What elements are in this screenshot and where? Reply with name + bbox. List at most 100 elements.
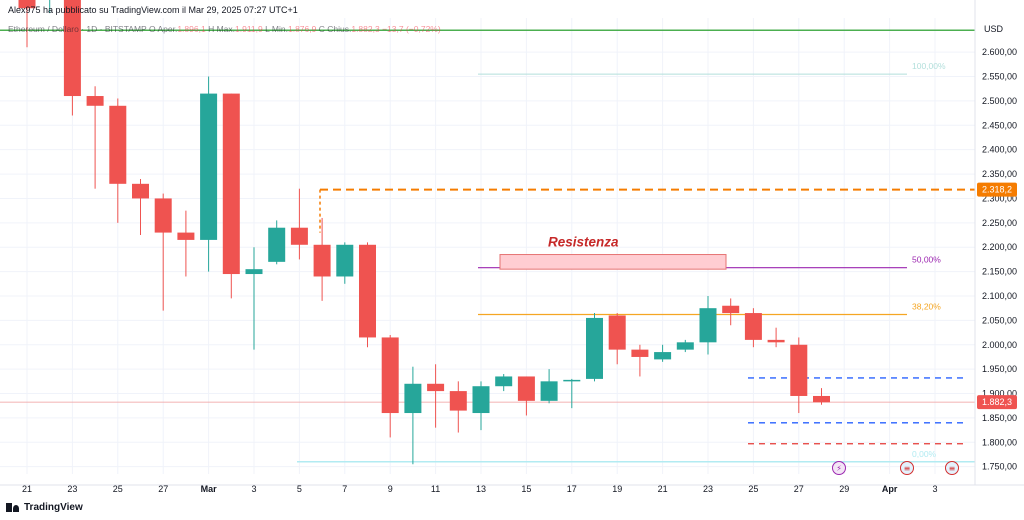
- candle-body: [381, 337, 399, 414]
- candle-body: [427, 383, 445, 392]
- high-label: H: [208, 24, 215, 34]
- us-flag-icon[interactable]: ≡: [945, 461, 959, 475]
- time-tick-label: 27: [158, 484, 168, 494]
- chart-grid: [0, 18, 975, 474]
- close-label: C: [318, 24, 325, 34]
- candle-body: [268, 227, 286, 262]
- candle-body: [790, 344, 808, 396]
- low-prefix: Min.: [271, 24, 288, 34]
- tradingview-logo-icon: [6, 503, 20, 512]
- candle-body: [608, 315, 626, 350]
- drawing-levels: 100,00% 50,00% 38,20% 0,00% Resistenza: [0, 29, 975, 463]
- time-tick-label: 21: [22, 484, 32, 494]
- price-tick-label: 2.050,00: [982, 315, 1017, 325]
- candle-body: [767, 339, 785, 343]
- time-tick-label: 5: [297, 484, 302, 494]
- candle-body: [154, 198, 172, 233]
- open-label: O: [148, 24, 156, 34]
- candle-body: [676, 342, 694, 350]
- fib-label: 0,00%: [912, 449, 937, 459]
- price-tick-label: 1.950,00: [982, 364, 1017, 374]
- price-tick-label: 2.250,00: [982, 218, 1017, 228]
- fib-label: 100,00%: [912, 61, 946, 71]
- candle-body: [449, 391, 467, 411]
- price-tick-label: 1.900,00: [982, 389, 1017, 399]
- candle-body: [177, 232, 195, 240]
- candle-body: [200, 93, 218, 240]
- candle-body: [472, 386, 490, 414]
- price-tick-label: 2.600,00: [982, 47, 1017, 57]
- candle-body: [132, 183, 149, 199]
- price-tick-label: 2.200,00: [982, 242, 1017, 252]
- candle-body: [245, 269, 263, 275]
- candle-body: [336, 244, 354, 277]
- candle-body: [517, 376, 535, 401]
- price-tick-label: 2.450,00: [982, 120, 1017, 130]
- time-tick-label: 7: [342, 484, 347, 494]
- price-tick-label: 1.750,00: [982, 462, 1017, 472]
- time-tick-label: 21: [658, 484, 668, 494]
- time-tick-label: 25: [748, 484, 758, 494]
- price-tick-label: 2.300,00: [982, 193, 1017, 203]
- candle-body: [586, 317, 603, 379]
- us-flag-icon-circle: [945, 461, 959, 475]
- time-tick-label: 17: [567, 484, 577, 494]
- price-badge-last-label: 1.882,3: [982, 397, 1012, 407]
- price-tick-label: 1.850,00: [982, 413, 1017, 423]
- candle-body: [563, 379, 581, 382]
- time-axis[interactable]: 21 23 25 27 Mar 3 5 7 9 11 13 15 17 19 21 23 25 27 29 Apr 3: [0, 484, 1024, 494]
- price-tick-label: 2.100,00: [982, 291, 1017, 301]
- candle-body: [813, 395, 830, 403]
- time-tick-label: Apr: [882, 484, 898, 494]
- lightning-icon-glyph: ⚡: [836, 464, 842, 473]
- candle-body: [109, 105, 127, 184]
- us-flag-icon-circle: [900, 461, 914, 475]
- candles: [18, 0, 830, 465]
- close-prefix: Chius.: [327, 24, 352, 34]
- fib-label: 50,00%: [912, 255, 941, 265]
- event-markers[interactable]: ⚡ ≡ ≡: [832, 461, 959, 475]
- time-tick-label: 23: [703, 484, 713, 494]
- time-tick-label: 13: [476, 484, 486, 494]
- price-tick-label: 2.550,00: [982, 72, 1017, 82]
- change-value: −13,7 (−0,72%): [382, 24, 441, 34]
- low-label: L: [265, 24, 270, 34]
- time-tick-label: 9: [388, 484, 393, 494]
- us-flag-icon[interactable]: ≡: [900, 461, 914, 475]
- candle-body: [222, 93, 240, 275]
- candle-body: [654, 352, 672, 360]
- brand-name: TradingView: [24, 502, 83, 513]
- lightning-icon[interactable]: ⚡: [832, 461, 846, 475]
- price-tick-label: 2.000,00: [982, 340, 1017, 350]
- candle-body: [359, 244, 376, 338]
- candle-body: [86, 96, 104, 106]
- high-value: 1.911,9: [235, 24, 263, 34]
- time-tick-label: 25: [113, 484, 123, 494]
- price-badge-resistance: [977, 182, 1017, 197]
- candle-body: [313, 244, 331, 277]
- candle-body: [540, 381, 558, 401]
- low-value: 1.876,9: [287, 24, 317, 34]
- time-tick-label: 11: [431, 484, 440, 494]
- time-tick-label: 27: [794, 484, 804, 494]
- candle-body: [63, 0, 81, 97]
- lightning-icon-circle: [832, 461, 846, 475]
- time-tick-label: 3: [251, 484, 256, 494]
- candle-body: [18, 0, 36, 9]
- time-tick-label: 23: [67, 484, 77, 494]
- resistance-label: Resistenza: [548, 235, 619, 250]
- candle-body: [290, 227, 308, 245]
- candle-body: [631, 349, 649, 357]
- high-prefix: Max.: [216, 24, 236, 34]
- candle-body: [495, 376, 513, 387]
- price-axis[interactable]: 2.600,00 2.550,00 2.500,00 2.450,00 2.400,00…: [974, 0, 1017, 485]
- candle-body: [699, 308, 717, 343]
- resistance-zone: [499, 254, 727, 270]
- time-tick-label: Mar: [201, 484, 218, 494]
- candle-body: [744, 313, 762, 340]
- tradingview-brand[interactable]: TradingView: [6, 502, 83, 513]
- currency-label[interactable]: USD: [984, 24, 1004, 34]
- price-tick-label: 2.350,00: [982, 169, 1017, 179]
- open-prefix: Aper.: [157, 24, 178, 34]
